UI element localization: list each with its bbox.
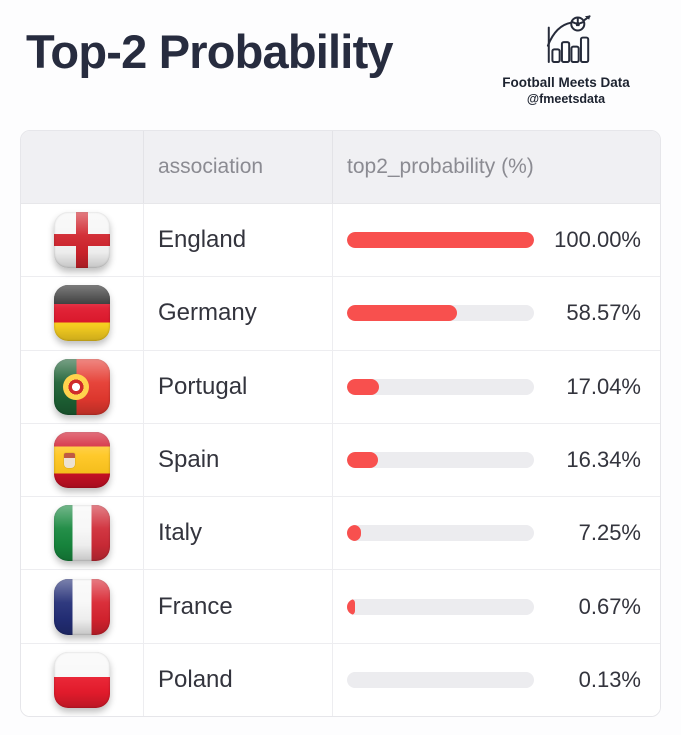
table-row: Spain 16.34%: [21, 423, 660, 498]
poland-flag-icon: [54, 651, 110, 708]
portugal-flag-icon: [54, 358, 110, 415]
germany-flag-icon: [54, 285, 110, 342]
probability-value: 0.13%: [578, 666, 641, 692]
association-name: England: [143, 204, 332, 277]
probability-value: 17.04%: [566, 373, 641, 399]
france-flag-icon: [54, 578, 110, 635]
probability-value: 58.57%: [566, 300, 641, 326]
probability-cell: 17.04%: [332, 350, 660, 423]
probability-cell: 7.25%: [332, 497, 660, 570]
probability-bar-track: [347, 232, 534, 249]
bar-chart-with-football-icon: [546, 15, 591, 64]
italy-flag-icon: [54, 505, 110, 562]
association-name: France: [143, 570, 332, 643]
brand-name: Football Meets Data: [502, 75, 630, 90]
flag-cell: [21, 644, 143, 716]
table-row: Italy 7.25%: [21, 497, 660, 571]
table-body: England 100.00% Germany 58.57% Portugal: [21, 204, 660, 716]
association-name: Spain: [143, 423, 332, 497]
table-row: Poland 0.13%: [21, 643, 660, 716]
probability-cell: 100.00%: [332, 204, 660, 277]
flag-cell: [21, 424, 143, 496]
spain-flag-icon: [54, 431, 110, 488]
flag-cell: [21, 570, 143, 642]
probability-table: association top2_probability (%) England…: [20, 130, 661, 717]
probability-bar-fill: [347, 305, 457, 322]
probability-value: 16.34%: [566, 446, 641, 472]
probability-bar-track: [347, 378, 534, 395]
flag-cell: [21, 277, 143, 349]
flag-cell: [21, 204, 143, 276]
association-name: Germany: [143, 277, 332, 350]
probability-bar-fill: [347, 378, 379, 395]
probability-cell: 16.34%: [332, 423, 660, 497]
header-top2-probability: top2_probability (%): [332, 131, 660, 203]
table-header-row: association top2_probability (%): [21, 131, 660, 204]
probability-value: 7.25%: [578, 520, 641, 546]
flag-cell: [21, 497, 143, 569]
probability-bar-track: [347, 451, 534, 468]
table-row: Germany 58.57%: [21, 277, 660, 351]
probability-cell: 0.67%: [332, 570, 660, 643]
brand-handle: @fmeetsdata: [526, 92, 606, 106]
probability-value: 100.00%: [554, 227, 641, 253]
probability-bar-fill: [347, 598, 355, 615]
association-name: Italy: [143, 497, 332, 570]
table-row: Portugal 17.04%: [21, 350, 660, 424]
probability-bar-track: [347, 305, 534, 322]
page-title: Top-2 Probability: [26, 25, 394, 78]
probability-value: 0.67%: [578, 593, 641, 619]
probability-bar-track: [347, 525, 534, 542]
header-flag-column: [21, 131, 143, 203]
probability-bar-fill: [347, 451, 378, 468]
probability-bar-fill: [347, 232, 534, 249]
england-flag-icon: [54, 212, 110, 269]
brand-block: Football Meets Data @fmeetsdata: [477, 14, 655, 106]
table-row: France 0.67%: [21, 570, 660, 644]
probability-cell: 58.57%: [332, 277, 660, 350]
association-name: Portugal: [143, 350, 332, 423]
probability-bar-fill: [347, 525, 361, 542]
association-name: Poland: [143, 643, 332, 716]
probability-bar-track: [347, 671, 534, 688]
table-row: England 100.00%: [21, 204, 660, 278]
header-association: association: [143, 131, 332, 203]
flag-cell: [21, 351, 143, 423]
probability-cell: 0.13%: [332, 643, 660, 716]
probability-bar-track: [347, 598, 534, 615]
